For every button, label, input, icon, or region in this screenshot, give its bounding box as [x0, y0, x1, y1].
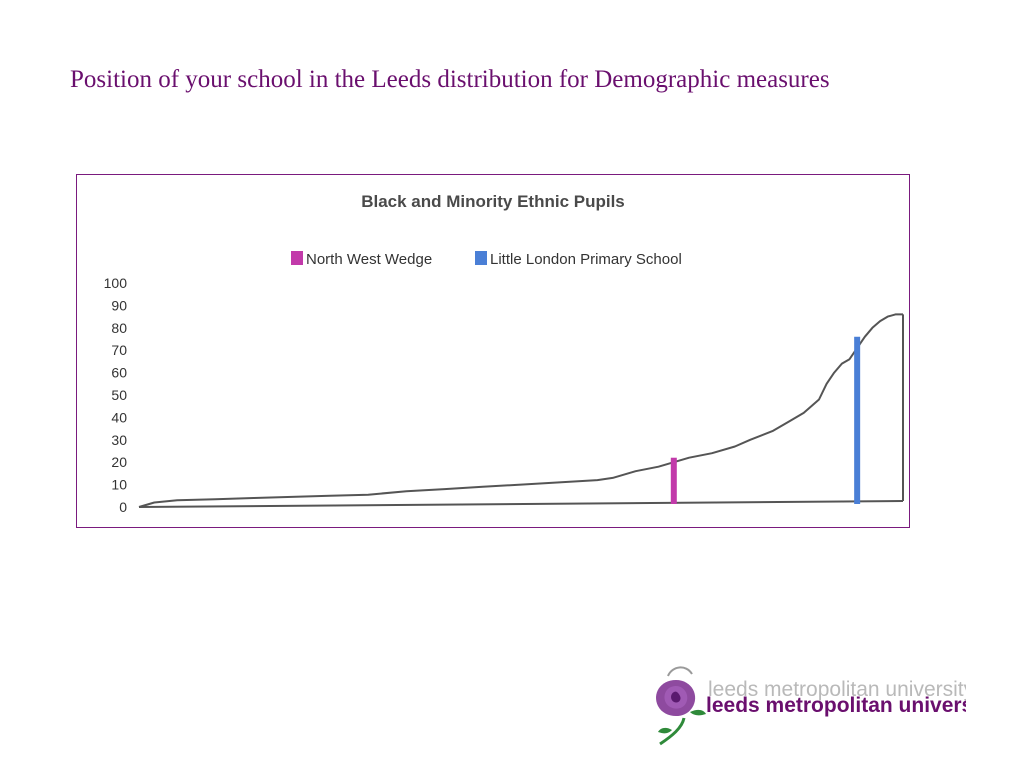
y-tick-label: 0	[119, 499, 127, 515]
slide-title: Position of your school in the Leeds dis…	[70, 66, 830, 93]
logo-text: leeds metropolitan university	[706, 694, 966, 717]
legend-swatch	[475, 251, 487, 265]
chart-legend: North West Wedge Little London Primary Sc…	[291, 251, 682, 268]
y-tick-label: 30	[111, 432, 127, 448]
bme-chart: Black and Minority Ethnic Pupils North W…	[104, 192, 904, 515]
chart-frame: Black and Minority Ethnic Pupils North W…	[76, 174, 910, 528]
legend-label: Little London Primary School	[490, 251, 682, 268]
y-tick-label: 70	[111, 342, 127, 358]
y-tick-label: 20	[111, 454, 127, 470]
y-tick-label: 100	[104, 275, 128, 291]
marker-bar	[670, 457, 677, 504]
y-tick-label: 60	[111, 365, 127, 381]
plot-area	[138, 313, 904, 508]
rose-icon	[656, 666, 706, 746]
y-tick-label: 90	[111, 297, 127, 313]
legend-swatch	[291, 251, 303, 265]
y-tick-label: 10	[111, 477, 127, 493]
chart-title: Black and Minority Ethnic Pupils	[361, 192, 625, 211]
y-tick-label: 80	[111, 320, 127, 336]
marker-bar	[854, 336, 861, 504]
y-tick-label: 40	[111, 409, 127, 425]
y-tick-label: 50	[111, 387, 127, 403]
legend-label: North West Wedge	[306, 251, 432, 268]
logo-text-shadow: leeds metropolitan university	[708, 678, 966, 701]
x-axis-line	[138, 500, 904, 508]
series-line	[138, 313, 903, 508]
university-logo: leeds metropolitan university leeds metr…	[656, 666, 966, 746]
